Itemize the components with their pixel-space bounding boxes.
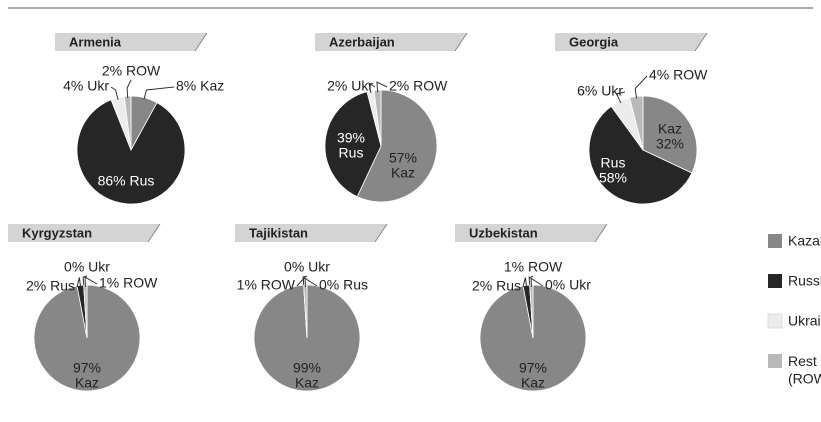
leader-line: [615, 91, 626, 104]
data-label: Kaz 32%: [656, 120, 684, 151]
title-tab-edge: [454, 32, 468, 52]
leader-line: [528, 276, 544, 288]
data-label: 4% ROW: [649, 67, 708, 83]
title-tab: [315, 33, 467, 51]
data-label: 97% Kaz: [73, 359, 101, 390]
data-label: 8% Kaz: [176, 78, 224, 94]
pie-slice: [356, 89, 438, 203]
pie-title: Uzbekistan: [469, 225, 538, 240]
data-label: 99% Kaz: [293, 359, 321, 390]
leader-line: [82, 275, 88, 288]
data-label: 2% Ukr: [327, 78, 373, 94]
leader-line: [522, 277, 528, 288]
data-label: 0% Rus: [319, 277, 368, 293]
leader-line: [634, 75, 648, 99]
pie-title: Tajikistan: [249, 225, 308, 240]
data-label: 2% Rus: [472, 278, 521, 294]
leader-line: [368, 82, 376, 94]
data-label: 2% ROW: [102, 63, 161, 79]
data-label: 2% Rus: [26, 278, 75, 294]
data-label: 0% Ukr: [64, 259, 110, 275]
pie-title: Kyrgyzstan: [22, 225, 92, 240]
pie-title: Azerbaijan: [329, 34, 395, 49]
data-label: 39% Rus: [337, 129, 365, 160]
data-label: 1% ROW: [504, 259, 563, 275]
leader-line: [296, 275, 306, 288]
leader-line: [376, 81, 388, 93]
leader-line: [143, 86, 175, 100]
data-label: 0% Ukr: [284, 259, 330, 275]
pie-slice: [76, 99, 186, 205]
leader-line: [76, 277, 82, 288]
legend-swatch: [768, 354, 782, 368]
title-tab-edge: [194, 32, 208, 52]
pie-title: Armenia: [69, 34, 122, 49]
title-tab-edge: [594, 223, 608, 243]
title-tab: [55, 33, 207, 51]
data-label: 2% ROW: [389, 78, 448, 94]
legend-label: Russia (Rus): [788, 273, 821, 289]
legend-swatch: [768, 234, 782, 248]
legend-swatch: [768, 274, 782, 288]
leader-line: [84, 276, 98, 288]
pie-slice: [642, 95, 698, 174]
legend-label: Ukraine (Ukr): [788, 313, 821, 329]
legend-label: Kazakhstan (Kaz): [788, 233, 821, 249]
title-tab: [555, 33, 707, 51]
data-label: Rus 58%: [599, 154, 627, 185]
leader-line: [110, 86, 119, 100]
title-tab: [8, 224, 160, 242]
pie-title: Georgia: [569, 34, 619, 49]
data-label: 1% ROW: [237, 277, 296, 293]
legend-swatch: [767, 313, 783, 329]
title-tab: [455, 224, 607, 242]
title-tab-edge: [147, 223, 161, 243]
legend-label: Rest of the World(ROW): [788, 353, 821, 387]
data-label: 4% Ukr: [63, 78, 109, 94]
data-label: 57% Kaz: [389, 149, 417, 180]
pie-slice: [324, 91, 382, 198]
leader-line: [302, 275, 308, 288]
data-label: 6% Ukr: [577, 83, 623, 99]
title-tab: [235, 224, 387, 242]
leader-line: [530, 275, 534, 288]
data-label: 86% Rus: [98, 173, 155, 189]
data-label: 1% ROW: [99, 275, 158, 291]
title-tab-edge: [694, 32, 708, 52]
title-tab-edge: [374, 223, 388, 243]
pie-slice: [588, 105, 693, 205]
data-label: 97% Kaz: [519, 359, 547, 390]
leader-line: [126, 79, 132, 99]
data-label: 0% Ukr: [545, 277, 591, 293]
